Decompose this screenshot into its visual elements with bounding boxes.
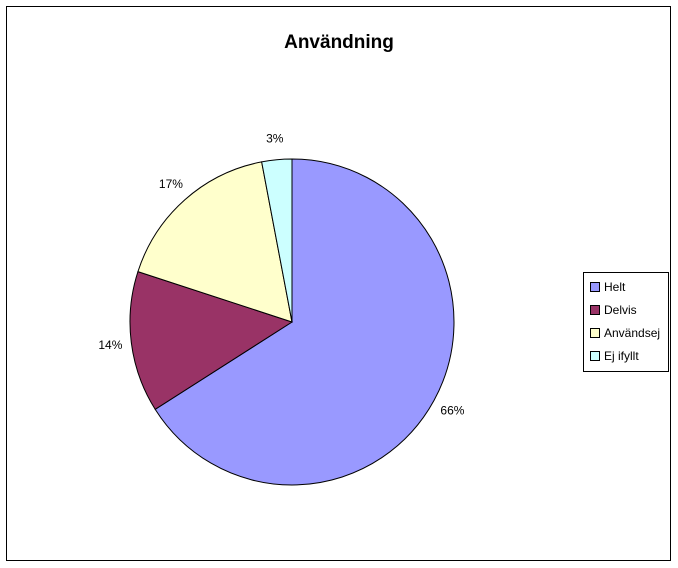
legend-label: Användsej [604, 326, 661, 340]
slice-delvis [129, 270, 294, 411]
slice-ej-ifyllt [261, 158, 293, 323]
legend-label: Helt [604, 280, 626, 294]
legend: Helt Delvis Användsej Ej ifyllt [583, 272, 669, 372]
legend-swatch [590, 282, 600, 292]
legend-swatch [590, 351, 600, 361]
legend-label: Delvis [604, 303, 637, 317]
legend-item-helt: Helt [590, 279, 625, 295]
chart-title: Användning [284, 32, 394, 53]
legend-swatch [590, 305, 600, 315]
slice-label-helt: 66% [440, 404, 464, 418]
legend-label: Ej ifyllt [604, 349, 639, 363]
slice-label-anvandsej: 17% [159, 177, 183, 191]
legend-item-anvandsej: Användsej [590, 325, 660, 341]
slice-anvandsej [137, 161, 293, 323]
legend-item-delvis: Delvis [590, 302, 637, 318]
legend-swatch [590, 328, 600, 338]
slice-helt [154, 158, 455, 486]
slice-label-delvis: 14% [98, 338, 122, 352]
slice-label-ej-ifyllt: 3% [266, 132, 284, 146]
legend-item-ej-ifyllt: Ej ifyllt [590, 348, 639, 364]
